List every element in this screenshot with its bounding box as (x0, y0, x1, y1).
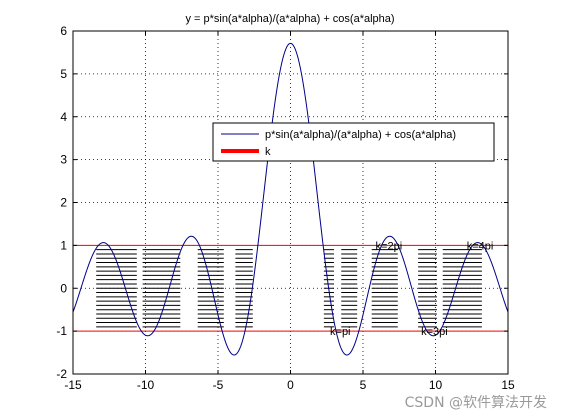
interval-bands (96, 249, 482, 328)
y-tick-label: 1 (60, 238, 67, 252)
chart-title: y = p*sin(a*alpha)/(a*alpha) + cos(a*alp… (185, 13, 394, 25)
curve (72, 42, 509, 356)
annotation-label: k=2pi (376, 240, 403, 252)
y-tick-label: 2 (60, 196, 67, 210)
x-tick-label: -15 (64, 378, 82, 392)
annotations: k=pi k=2pi k=3pi k=4pi (330, 240, 493, 338)
y-tick-label: 6 (60, 24, 67, 38)
annotation-label: k=3pi (421, 326, 448, 338)
x-tick-label: -10 (137, 378, 155, 392)
annotation-label: k=4pi (467, 240, 494, 252)
legend[interactable]: p*sin(a*alpha)/(a*alpha) + cos(a*alpha) k (212, 122, 495, 162)
watermark: CSDN @软件算法开发 (405, 395, 547, 411)
x-tick-label: -5 (213, 378, 224, 392)
legend-label-curve: p*sin(a*alpha)/(a*alpha) + cos(a*alpha) (265, 129, 456, 141)
x-tick-label: 10 (429, 378, 443, 392)
x-tick-label: 15 (501, 378, 515, 392)
y-tick-label: -2 (56, 367, 67, 381)
k-lines (73, 244, 508, 332)
x-tick-label: 0 (287, 378, 294, 392)
legend-label-k: k (265, 146, 271, 158)
curve-line (72, 42, 509, 356)
y-tick-label: -1 (56, 324, 67, 338)
y-tick-label: 4 (60, 110, 67, 124)
y-tick-label: 0 (60, 281, 67, 295)
annotation-label: k=pi (330, 326, 351, 338)
y-tick-label: 3 (60, 153, 67, 167)
x-tick-label: 5 (360, 378, 367, 392)
y-tick-label: 5 (60, 67, 67, 81)
legend-box (212, 122, 495, 162)
